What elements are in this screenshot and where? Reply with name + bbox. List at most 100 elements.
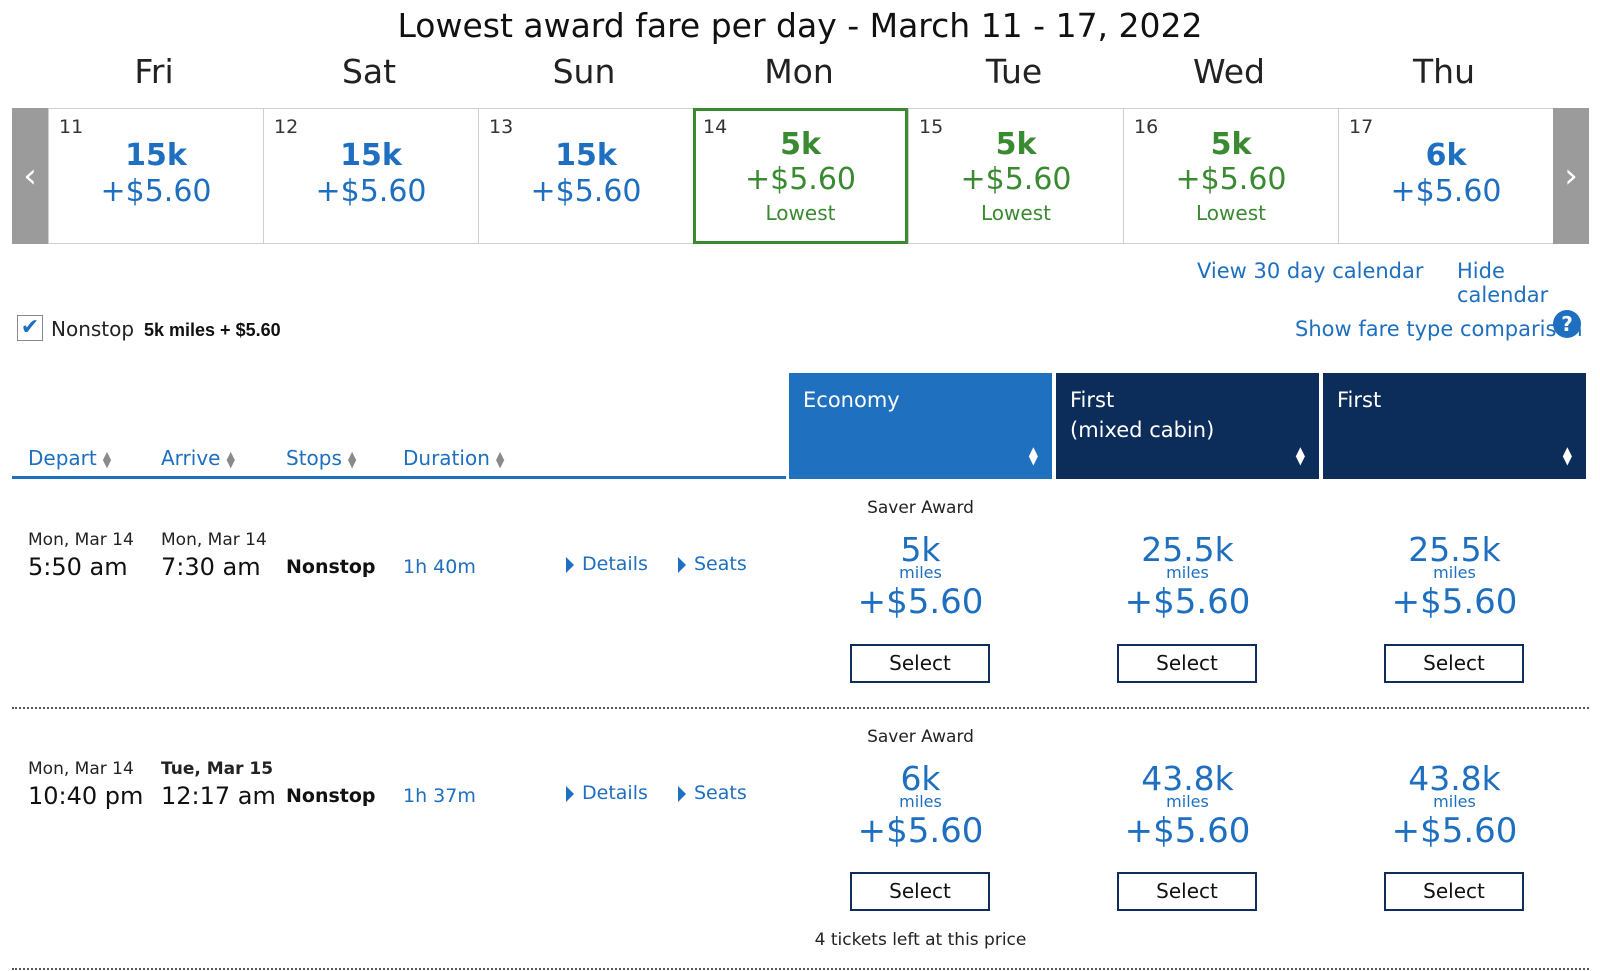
fare-cell-economy: 6k miles +$5.60 [789,759,1052,851]
select-button-economy[interactable]: Select [850,872,990,911]
fare-miles: 43.8k [1141,759,1234,798]
column-label: Duration [403,446,490,470]
details-link[interactable]: Details [566,553,648,575]
calendar-day-13[interactable]: 13 15k +$5.60 [478,108,693,244]
calendar-day-14-selected[interactable]: 14 5k +$5.60 Lowest [693,108,908,244]
day-of-week-fri: Fri [134,52,174,91]
calendar-day-16[interactable]: 16 5k +$5.60 Lowest [1123,108,1338,244]
lowest-label: Lowest [765,201,836,225]
sort-depart[interactable]: Depart ▲ ▼ [28,446,111,470]
lowest-label: Lowest [981,201,1051,225]
depart-date: Mon, Mar 14 [28,759,134,779]
select-button-first[interactable]: Select [1384,644,1524,683]
stops: Nonstop [286,556,376,578]
fare-miles-unit: miles [1166,563,1209,582]
arrive-time: 7:30 am [161,553,261,581]
day-miles: 5k [1210,127,1252,162]
fare-type-comparison-link[interactable]: Show fare type comparison [1295,317,1583,341]
nonstop-lowest-price: 5k miles + $5.60 [144,320,281,340]
depart-date: Mon, Mar 14 [28,530,134,550]
arrive-time: 12:17 am [161,782,276,810]
saver-award-label: Saver Award [867,498,974,518]
sort-arrive[interactable]: Arrive ▲ ▼ [161,446,235,470]
help-icon[interactable]: ? [1553,310,1581,338]
calendar-day-17[interactable]: 17 6k +$5.60 [1338,108,1553,244]
day-price: +$5.60 [1175,162,1287,197]
lowest-label: Lowest [1196,201,1266,225]
day-number: 16 [1134,116,1159,138]
calendar-day-12[interactable]: 12 15k +$5.60 [263,108,478,244]
fare-price: +$5.60 [1124,811,1251,851]
depart-time: 10:40 pm [28,782,144,810]
fare-column-title: Economy [803,388,900,412]
fare-miles: 25.5k [1408,530,1501,569]
fare-column-first-mixed[interactable]: First (mixed cabin) ▲ ▼ [1056,373,1319,479]
fare-column-first[interactable]: First ▲ ▼ [1323,373,1586,479]
fare-miles: 43.8k [1408,759,1501,798]
day-miles: 5k [995,127,1037,162]
day-number: 13 [489,116,514,138]
seats-label: Seats [694,553,747,575]
sort-duration[interactable]: Duration ▲ ▼ [403,446,504,470]
fare-miles-unit: miles [899,792,942,811]
seats-link[interactable]: Seats [678,782,747,804]
stops: Nonstop [286,785,376,807]
arrive-date: Mon, Mar 14 [161,530,267,550]
day-miles: 15k [555,138,617,173]
nonstop-checkbox[interactable]: ✔ [17,315,43,341]
column-label: Arrive [161,446,221,470]
saver-award-label: Saver Award [867,727,974,747]
fare-price: +$5.60 [857,811,984,851]
day-number: 12 [274,116,299,138]
fare-column-subtitle: (mixed cabin) [1070,418,1215,442]
calendar-next-button[interactable]: › [1553,108,1589,244]
fare-cell-first: 25.5k miles +$5.60 [1323,530,1586,622]
select-button-economy[interactable]: Select [850,644,990,683]
arrive-date: Tue, Mar 15 [161,759,274,779]
caret-right-icon [566,556,574,573]
seats-link[interactable]: Seats [678,553,747,575]
fare-column-title: First [1337,388,1382,412]
fare-miles: 25.5k [1141,530,1234,569]
caret-right-icon [678,556,686,573]
duration: 1h 40m [403,556,476,578]
calendar-title: Lowest award fare per day - March 11 - 1… [397,6,1203,45]
fare-miles: 5k [900,530,941,569]
sort-arrows-icon: ▲ ▼ [1295,444,1305,467]
day-number: 15 [919,116,944,138]
day-of-week-tue: Tue [985,52,1043,91]
header-rule [12,476,786,479]
fare-price: +$5.60 [1391,582,1518,622]
hide-calendar-link[interactable]: Hide calendar [1457,259,1549,307]
sort-arrows-icon: ▲ ▼ [1562,444,1572,467]
details-link[interactable]: Details [566,782,648,804]
calendar-prev-button[interactable]: ‹ [12,108,48,244]
fare-miles-unit: miles [1433,563,1476,582]
day-of-week-mon: Mon [764,52,834,91]
select-button-first-mixed[interactable]: Select [1117,644,1257,683]
select-button-first[interactable]: Select [1384,872,1524,911]
day-price: +$5.60 [960,162,1072,197]
fare-cell-first-mixed: 43.8k miles +$5.60 [1056,759,1319,851]
row-divider [12,968,1589,970]
fare-cell-economy: 5k miles +$5.60 [789,530,1052,622]
sort-arrows-icon: ▲ ▼ [1028,444,1038,467]
day-price: +$5.60 [1390,174,1502,209]
sort-stops[interactable]: Stops ▲ ▼ [286,446,356,470]
caret-right-icon [566,785,574,802]
view-30-day-calendar-link[interactable]: View 30 day calendar [1197,259,1424,283]
day-price: +$5.60 [744,162,857,197]
day-of-week-sat: Sat [341,52,397,91]
seats-label: Seats [694,782,747,804]
sort-arrows-icon: ▲ ▼ [495,448,505,470]
day-price: +$5.60 [530,174,642,209]
day-price: +$5.60 [100,174,212,209]
fare-column-title: First [1070,388,1115,412]
select-button-first-mixed[interactable]: Select [1117,872,1257,911]
sort-arrows-icon: ▲ ▼ [102,448,112,470]
calendar-day-11[interactable]: 11 15k +$5.60 [48,108,263,244]
checkmark-icon: ✔ [20,315,40,340]
fare-column-economy[interactable]: Economy ▲ ▼ [789,373,1052,479]
fare-price: +$5.60 [1124,582,1251,622]
calendar-day-15[interactable]: 15 5k +$5.60 Lowest [908,108,1123,244]
